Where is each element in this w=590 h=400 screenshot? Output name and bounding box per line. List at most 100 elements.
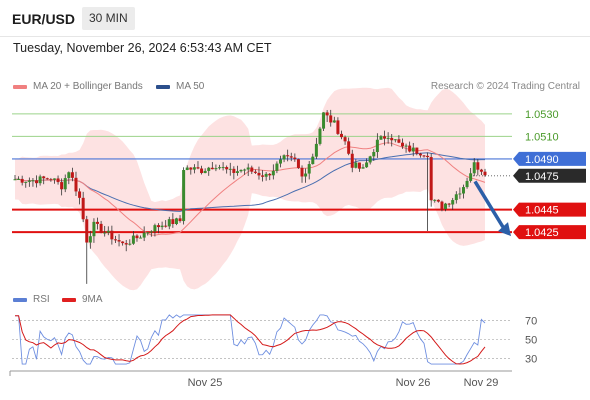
candle-body	[451, 200, 455, 205]
candle	[332, 116, 336, 123]
timestamp: Tuesday, November 26, 2024 6:53:43 AM CE…	[13, 41, 272, 55]
candle-body	[70, 172, 74, 178]
candle-body	[469, 173, 473, 181]
candle	[422, 155, 426, 158]
candle-body	[35, 180, 39, 184]
candle	[253, 169, 257, 174]
candle	[228, 162, 232, 176]
candle	[386, 132, 390, 144]
candle	[404, 143, 408, 153]
candle-body	[60, 182, 64, 190]
candle-body	[379, 136, 383, 140]
level-tag-1.0445: 1.0445	[513, 202, 586, 217]
candle-body	[282, 155, 286, 160]
candle-body	[354, 162, 358, 168]
candle-body	[31, 180, 35, 182]
candle	[447, 202, 451, 208]
candle-body	[429, 157, 433, 201]
candle-body	[278, 159, 282, 164]
candle	[336, 117, 340, 135]
candle	[207, 166, 211, 176]
candle	[397, 135, 401, 144]
candle-body	[311, 156, 315, 165]
candle-body	[418, 153, 422, 156]
candle	[164, 220, 168, 228]
candle	[192, 164, 196, 174]
candle	[296, 158, 300, 169]
level-tag-text: 1.0490	[525, 154, 559, 166]
candle-body	[38, 176, 42, 184]
legend-rsi: RSI	[13, 294, 50, 305]
candle	[52, 178, 56, 184]
x-tick-label: Nov 25	[188, 377, 223, 389]
candle-body	[20, 178, 24, 183]
candle-body	[476, 162, 480, 170]
candle-body	[350, 153, 354, 168]
candle-body	[228, 168, 232, 170]
candle	[117, 234, 121, 247]
candle-body	[436, 199, 440, 202]
candle-body	[99, 223, 103, 233]
bollinger-band-area	[15, 87, 485, 291]
candle-body	[314, 143, 318, 157]
candle	[113, 235, 117, 244]
candle	[160, 221, 164, 230]
candle	[264, 172, 268, 181]
forecast-arrow-shaft	[473, 180, 505, 229]
ma9-label: 9MA	[82, 294, 103, 305]
timeframe-button[interactable]: 30 MIN	[82, 7, 135, 30]
candle	[271, 164, 275, 180]
candle-body	[261, 175, 265, 177]
level-tag-1.0475: 1.0475	[513, 168, 586, 183]
candle	[350, 149, 354, 173]
candle-body	[214, 168, 218, 170]
forecast-arrow-head	[498, 222, 511, 237]
ma50-label: MA 50	[176, 81, 205, 92]
candle	[221, 162, 225, 171]
candle-body	[372, 152, 376, 157]
level-tag-1.0490: 1.0490	[513, 151, 586, 166]
bollinger-bands	[15, 87, 485, 291]
candle-body	[289, 156, 293, 158]
candle-body	[218, 167, 222, 169]
candle	[243, 168, 247, 175]
candle	[379, 135, 383, 140]
candle	[357, 162, 361, 172]
candle-body	[322, 112, 326, 129]
candle	[278, 155, 282, 168]
x-tick-label: Nov 26	[396, 377, 431, 389]
candle	[49, 177, 53, 182]
candle-body	[27, 180, 31, 182]
candle-body	[182, 170, 186, 222]
candle	[81, 191, 85, 223]
candle	[383, 130, 387, 146]
candle-body	[411, 147, 415, 152]
candle-body	[361, 167, 365, 169]
candle	[218, 164, 222, 170]
candle-body	[225, 167, 229, 170]
legend-ma50: MA 50	[156, 81, 204, 92]
candle-body	[325, 112, 329, 116]
candle	[45, 177, 49, 180]
candle-body	[142, 232, 146, 238]
candle-body	[447, 203, 451, 205]
candle-body	[192, 167, 196, 170]
candle	[146, 232, 150, 236]
candle	[307, 161, 311, 180]
candle	[479, 168, 483, 176]
candle-body	[268, 173, 272, 176]
level-tag-text: 1.0475	[525, 171, 559, 183]
candle	[31, 177, 35, 187]
candle	[343, 135, 347, 145]
candle	[461, 184, 465, 199]
candle-body	[386, 137, 390, 139]
candle-body	[332, 120, 336, 123]
candle-body	[347, 141, 351, 154]
candle	[128, 239, 132, 246]
candle-body	[56, 178, 60, 183]
candle	[35, 175, 39, 188]
candle-body	[343, 137, 347, 142]
candle	[124, 239, 128, 252]
candle-body	[339, 133, 343, 138]
candle	[24, 181, 28, 188]
